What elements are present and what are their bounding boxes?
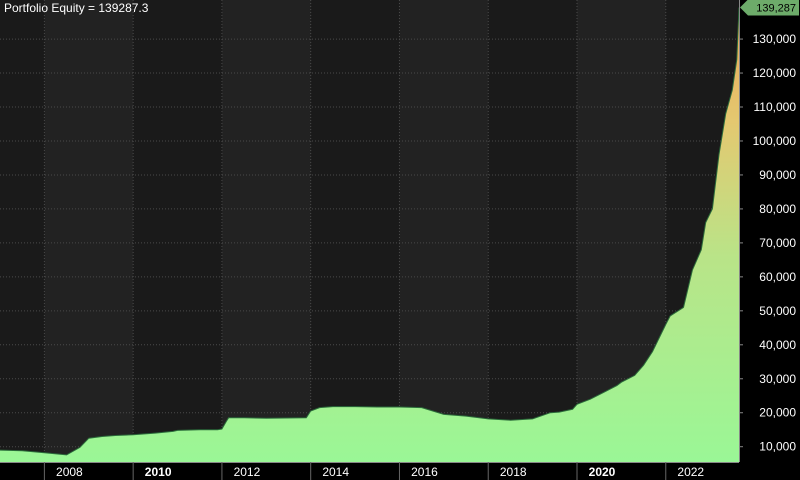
plot-band xyxy=(221,0,311,462)
y-tick-label: 30,000 xyxy=(759,372,796,386)
plot-band xyxy=(44,0,134,462)
equity-area xyxy=(0,7,739,462)
last-value-marker: 139,287 xyxy=(740,0,799,16)
y-tick-label: 70,000 xyxy=(759,236,796,250)
y-tick-label: 110,000 xyxy=(754,100,797,114)
last-value-badge xyxy=(740,0,799,16)
x-axis-tick-labels: 2008 2010 2012 2014 2016 2018 2020 2022 xyxy=(43,462,704,480)
x-tick-label: 2020 xyxy=(589,465,616,479)
y-axis-tick-labels: 10,000 20,000 30,000 40,000 50,000 60,000 70,0… xyxy=(739,32,796,454)
x-tick-label: 2022 xyxy=(677,465,704,479)
y-tick-label: 40,000 xyxy=(759,338,796,352)
equity-line xyxy=(0,7,740,456)
y-tick-label: 20,000 xyxy=(759,406,796,420)
x-tick-label: 2010 xyxy=(145,465,172,479)
y-tick-label: 90,000 xyxy=(759,168,796,182)
y-tick-label: 80,000 xyxy=(759,202,796,216)
chart-title: Portfolio Equity = 139287.3 xyxy=(4,1,149,15)
last-value-label: 139,287 xyxy=(756,3,796,15)
y-tick-label: 50,000 xyxy=(759,304,796,318)
y-tick-label: 130,000 xyxy=(753,32,797,46)
x-tick-label: 2008 xyxy=(56,465,83,479)
y-tick-label: 100,000 xyxy=(753,134,797,148)
x-tick-label: 2016 xyxy=(411,465,438,479)
y-tick-label: 120,000 xyxy=(753,66,797,80)
y-axis-panel xyxy=(739,0,800,480)
x-tick-label: 2014 xyxy=(322,465,349,479)
plot-band xyxy=(399,0,489,462)
y-tick-label: 10,000 xyxy=(759,440,796,454)
x-tick-label: 2018 xyxy=(500,465,527,479)
x-tick-label: 2012 xyxy=(234,465,261,479)
x-axis-panel xyxy=(0,462,800,480)
y-tick-label: 60,000 xyxy=(759,270,796,284)
